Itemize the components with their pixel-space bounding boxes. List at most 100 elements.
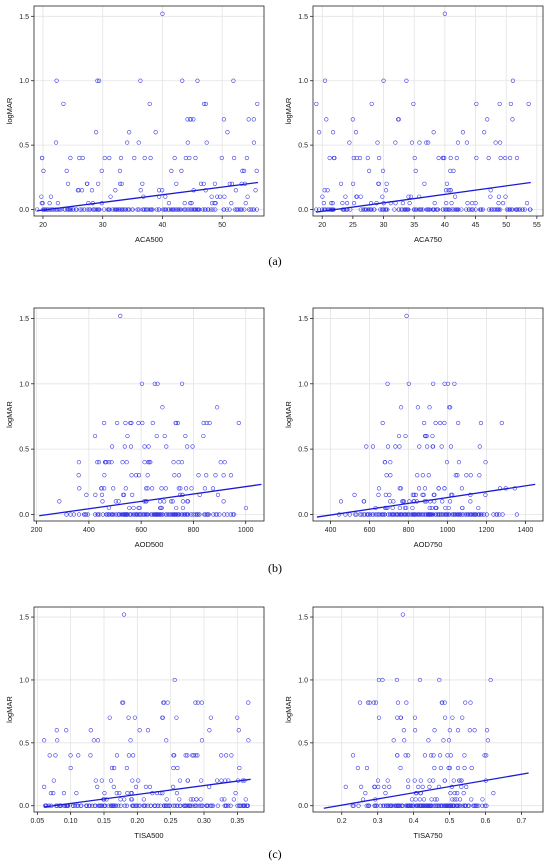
data-point: [439, 444, 444, 449]
data-point: [456, 803, 462, 808]
data-point: [381, 207, 387, 212]
data-point: [351, 155, 356, 161]
data-point: [189, 201, 194, 206]
data-point: [171, 765, 176, 771]
data-point: [503, 194, 508, 199]
data-point: [373, 700, 379, 705]
x-tick-label: 20: [39, 222, 47, 229]
data-point: [479, 512, 484, 517]
data-point: [126, 753, 131, 758]
data-point: [358, 194, 363, 199]
plot-frame: [33, 307, 265, 522]
data-point: [111, 765, 117, 771]
data-point: [93, 778, 98, 783]
data-point: [464, 473, 469, 478]
data-point: [422, 181, 427, 186]
data-point: [210, 201, 215, 206]
data-point: [183, 433, 188, 439]
data-point: [116, 512, 121, 517]
data-point: [444, 201, 449, 206]
data-point: [422, 753, 428, 758]
data-point: [493, 140, 498, 145]
data-point: [180, 499, 186, 504]
data-point: [360, 207, 366, 212]
data-point: [153, 803, 158, 808]
data-point: [423, 433, 428, 439]
data-point: [367, 700, 372, 705]
data-point: [314, 101, 319, 107]
data-point: [195, 700, 200, 705]
data-point: [363, 791, 368, 796]
data-point: [168, 499, 174, 504]
data-point: [190, 803, 195, 808]
data-point: [185, 140, 190, 145]
data-point: [176, 460, 181, 465]
data-point: [145, 512, 151, 517]
data-point: [40, 201, 45, 206]
data-point: [391, 738, 396, 743]
data-point: [201, 420, 206, 426]
data-point: [416, 486, 422, 491]
data-point: [203, 207, 208, 212]
data-point: [157, 512, 162, 517]
data-point: [485, 738, 491, 743]
data-point: [114, 753, 120, 758]
data-point: [391, 499, 396, 504]
data-point: [404, 700, 409, 705]
data-point: [394, 677, 399, 683]
data-point: [413, 797, 418, 802]
x-tick-label: 600: [135, 527, 147, 534]
data-point: [120, 460, 125, 465]
y-tick-label: 0.5: [19, 447, 29, 454]
data-point: [436, 803, 442, 808]
data-point: [507, 207, 512, 212]
data-point: [198, 803, 204, 808]
data-point: [371, 700, 376, 705]
data-point: [383, 803, 389, 808]
data-point: [253, 188, 258, 193]
data-point: [161, 700, 166, 705]
y-tick-label: 1.0: [298, 78, 308, 85]
data-point: [80, 155, 85, 161]
data-point: [195, 78, 200, 83]
data-point: [369, 101, 374, 107]
data-point: [222, 460, 227, 465]
data-point: [478, 420, 484, 426]
data-point: [215, 803, 220, 808]
data-point: [174, 512, 179, 517]
data-point: [419, 512, 424, 517]
data-point: [143, 784, 149, 789]
data-point: [175, 420, 180, 426]
data-point: [324, 117, 329, 122]
data-point: [477, 444, 482, 449]
data-point: [449, 201, 454, 206]
data-point: [457, 778, 462, 783]
data-point: [448, 753, 453, 758]
data-point: [453, 473, 458, 478]
data-point: [149, 512, 155, 517]
regression-line: [43, 778, 251, 808]
data-point: [109, 765, 115, 771]
caption-a: (a): [268, 254, 281, 268]
data-point: [450, 797, 455, 802]
data-point: [451, 778, 456, 783]
data-point: [388, 460, 393, 465]
data-point: [462, 803, 467, 808]
data-point: [96, 181, 101, 186]
data-point: [350, 117, 355, 122]
data-point: [469, 797, 474, 802]
y-tick-label: 1.0: [19, 78, 29, 85]
data-point: [412, 499, 417, 504]
data-point: [482, 130, 487, 135]
data-point: [64, 168, 69, 174]
x-tick-label: 1400: [518, 527, 534, 534]
data-point: [201, 181, 206, 186]
data-point: [445, 207, 450, 212]
data-point: [426, 738, 431, 743]
data-point: [214, 778, 220, 783]
data-point: [432, 492, 437, 497]
chart-aod750: 400 600 800 1000 1200 1400 0.0 0.5 1.0 1.5 AOD750 l…: [284, 307, 544, 549]
data-point: [441, 738, 446, 743]
data-point: [221, 499, 226, 504]
data-point: [135, 207, 140, 212]
